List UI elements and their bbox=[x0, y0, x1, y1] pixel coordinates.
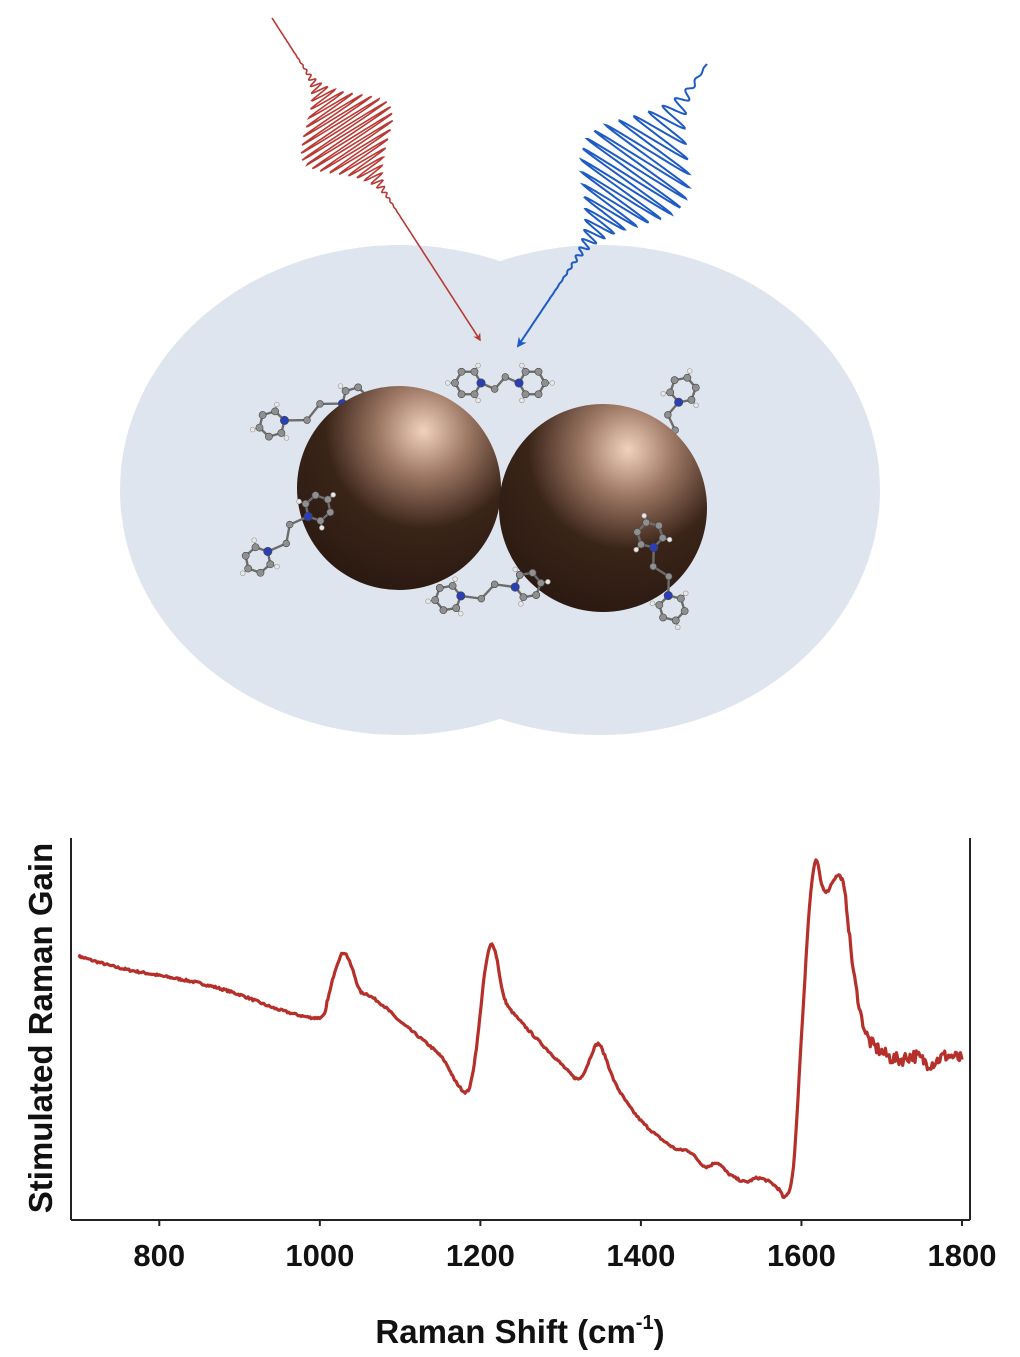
x-axis-label: Raman Shift (cm-1) bbox=[375, 1312, 664, 1350]
raman-spectrum-chart: 800 1000 1200 1400 1600 1800 Stimulated Raman… bbox=[22, 838, 996, 1350]
x-tick-label: 1400 bbox=[606, 1238, 675, 1273]
molecule-2 bbox=[445, 362, 555, 404]
x-ticks: 800 1000 1200 1400 1600 1800 bbox=[133, 1220, 996, 1273]
molecule-6 bbox=[633, 513, 689, 630]
y-axis-label: Stimulated Raman Gain bbox=[22, 843, 59, 1213]
pump-pulse bbox=[271, 17, 481, 342]
x-tick-label: 800 bbox=[133, 1238, 185, 1273]
x-tick-label: 1000 bbox=[285, 1238, 354, 1273]
molecule-5 bbox=[425, 566, 551, 617]
right-nanoparticle bbox=[499, 404, 707, 612]
stokes-pulse bbox=[516, 63, 708, 348]
x-tick-label: 1200 bbox=[446, 1238, 515, 1273]
molecule-4 bbox=[240, 491, 336, 577]
series-line bbox=[77, 858, 964, 1199]
x-tick-label: 1800 bbox=[927, 1238, 996, 1273]
x-tick-label: 1600 bbox=[767, 1238, 836, 1273]
left-nanoparticle bbox=[297, 386, 501, 590]
nanoparticle-dimer-illustration bbox=[120, 17, 880, 735]
adsorbed-molecules-front bbox=[240, 491, 689, 630]
